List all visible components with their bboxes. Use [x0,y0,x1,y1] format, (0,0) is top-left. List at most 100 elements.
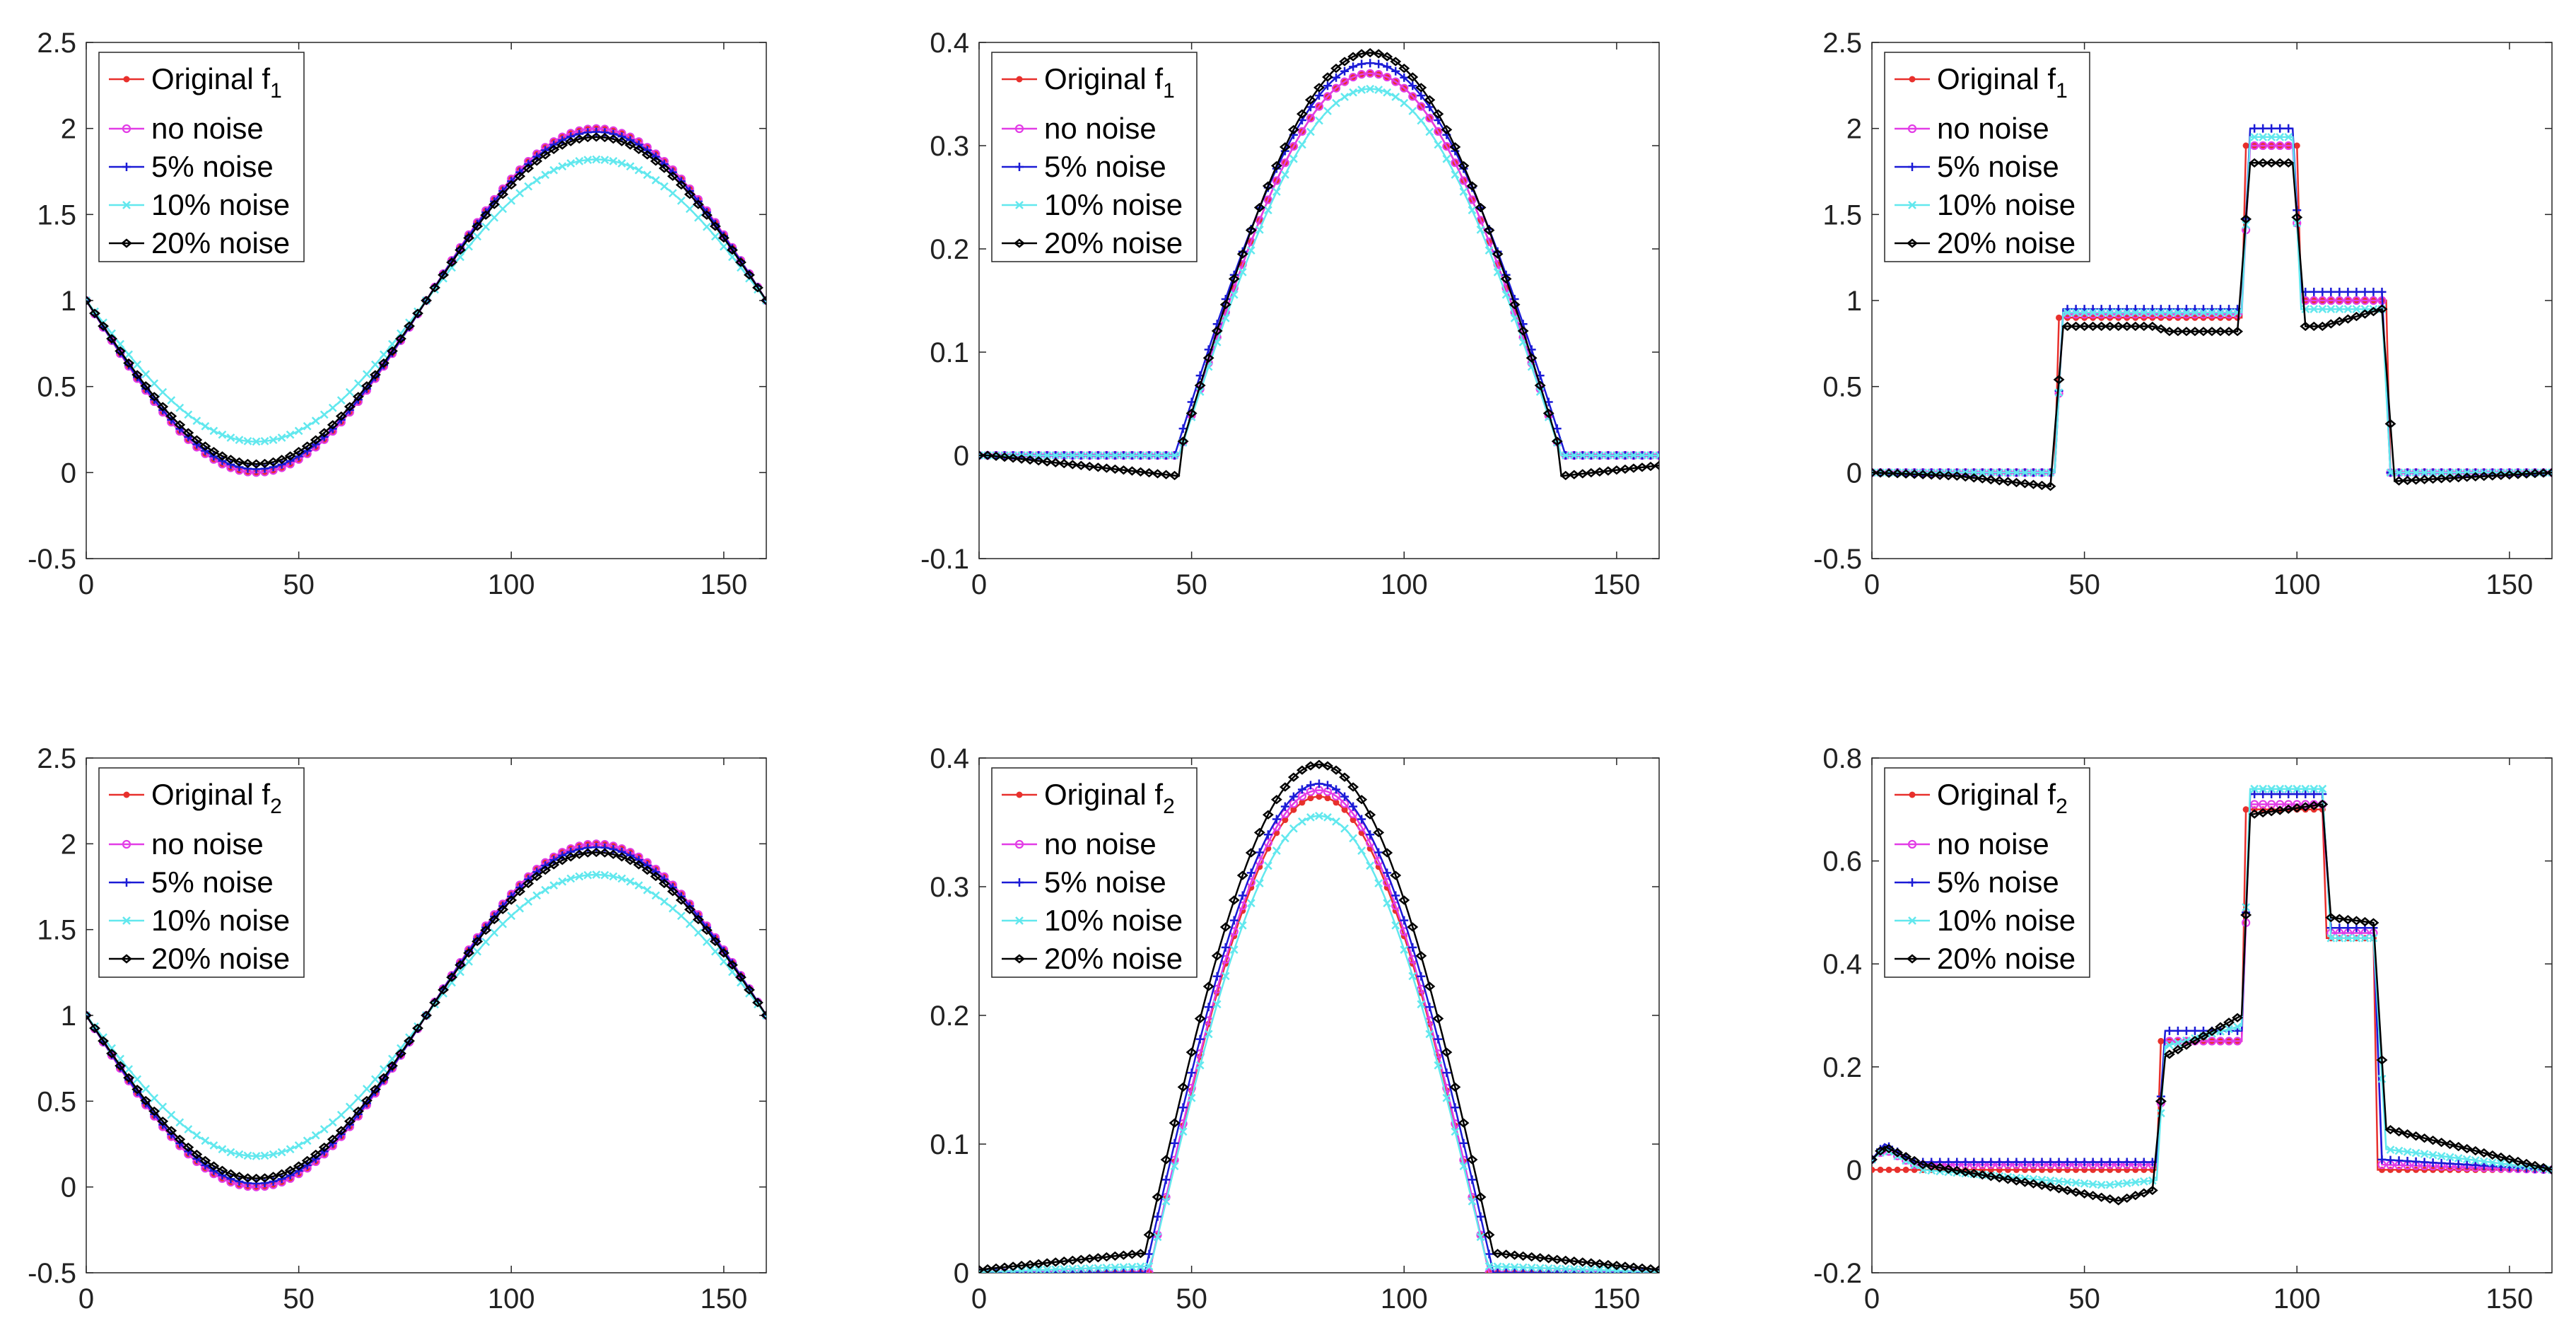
data-point [1655,451,1659,460]
data-point [277,433,286,442]
data-point [1442,1068,1451,1078]
data-point [2242,142,2249,149]
data-point [2291,803,2303,813]
data-point [497,190,509,199]
data-point [1459,1138,1468,1148]
data-point [2276,784,2285,793]
data-point [1391,921,1400,930]
data-point [2454,1160,2463,1169]
data-point [1501,1262,1511,1271]
data-point [2165,308,2174,317]
data-point [566,159,575,168]
data-point [668,904,677,913]
data-point [344,402,356,412]
data-point [752,998,763,1008]
data-point [1282,817,1289,824]
data-point [549,165,558,175]
x-tick-label: 150 [1593,569,1641,600]
data-point [573,134,585,144]
data-point [1170,1138,1179,1148]
legend-label: 5% noise [1937,865,2059,899]
data-point [1357,70,1366,79]
data-point [1458,1118,1470,1128]
data-point [429,283,440,293]
data-point [2259,789,2268,798]
data-point [1612,451,1621,460]
data-point [1152,1192,1164,1202]
data-point [1424,95,1436,105]
data-point [2393,1127,2405,1137]
x-tick-label: 0 [971,569,987,600]
data-point [2478,1148,2490,1158]
data-point [2080,308,2089,317]
data-point [1408,107,1417,115]
data-point [2334,316,2346,327]
data-point [1349,88,1357,97]
data-point [2105,308,2114,317]
data-point [1332,817,1340,826]
data-point [1951,1165,1963,1176]
data-point [1383,88,1392,97]
data-point [218,430,227,439]
data-point [624,856,636,865]
data-point [2291,212,2303,223]
data-point [1153,1232,1162,1242]
data-point [2352,305,2361,314]
data-point [634,856,643,865]
data-point [575,845,584,854]
data-point [158,1102,168,1112]
data-point [734,972,747,982]
data-point [1305,95,1316,105]
data-point [2223,1018,2235,1027]
data-point [718,233,730,243]
data-point [1280,802,1289,811]
data-point [1969,1158,1979,1167]
x-tick-label: 150 [701,1283,748,1314]
data-point [191,1149,203,1160]
data-point [1400,916,1409,925]
data-point [1289,792,1298,801]
data-point [1872,1166,1875,1173]
data-point [1102,1269,1111,1273]
data-point [1161,451,1171,460]
data-point [252,1179,261,1188]
data-point [2232,327,2244,337]
data-point [2546,467,2552,477]
data-point [1468,206,1477,215]
data-point [226,433,235,442]
data-point [175,403,185,412]
data-point [1485,1262,1494,1271]
y-tick-label: 1 [1846,286,1862,317]
data-point [1501,1269,1511,1273]
data-point [1272,176,1281,185]
data-point [2386,1145,2395,1154]
data-point [1885,1166,1892,1173]
data-point [1875,1146,1886,1156]
data-point [2036,1180,2048,1190]
data-point [1466,181,1478,191]
data-point [2257,808,2269,818]
data-point [497,904,509,914]
data-point [2054,388,2063,397]
data-point [1263,206,1272,215]
data-point [165,411,177,421]
data-point [592,155,601,164]
data-point [463,233,475,243]
legend-box [1884,767,2090,978]
legend-marker [1908,201,1916,209]
data-point [267,457,279,467]
data-point [2148,1176,2157,1185]
data-point [199,1155,211,1166]
data-point [115,1061,127,1071]
data-point [573,849,585,859]
data-point [226,1148,235,1157]
data-point [2105,1158,2114,1167]
data-point [472,936,484,946]
legend-label: no noise [151,827,264,861]
data-point [1926,1161,1938,1171]
data-point [438,270,450,280]
data-point [548,144,560,155]
data-point [1330,765,1342,775]
data-point [2046,1158,2055,1167]
data-point [1391,77,1400,86]
